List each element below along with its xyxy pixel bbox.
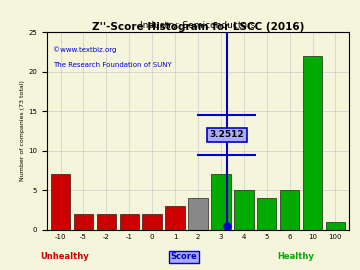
Text: The Research Foundation of SUNY: The Research Foundation of SUNY xyxy=(53,62,172,68)
Bar xyxy=(257,198,276,230)
Bar xyxy=(303,56,322,230)
Bar xyxy=(234,190,253,230)
Bar xyxy=(188,198,208,230)
Bar xyxy=(165,206,185,230)
Title: Z''-Score Histogram for LSCC (2016): Z''-Score Histogram for LSCC (2016) xyxy=(92,22,304,32)
Bar xyxy=(74,214,93,230)
Bar xyxy=(280,190,300,230)
Text: 3.2512: 3.2512 xyxy=(209,130,244,139)
Bar xyxy=(96,214,116,230)
Bar xyxy=(120,214,139,230)
Text: ©www.textbiz.org: ©www.textbiz.org xyxy=(53,46,116,53)
Y-axis label: Number of companies (73 total): Number of companies (73 total) xyxy=(20,80,25,181)
Bar xyxy=(51,174,70,230)
Text: Unhealthy: Unhealthy xyxy=(40,252,89,261)
Bar xyxy=(211,174,231,230)
Text: Healthy: Healthy xyxy=(277,252,314,261)
Bar xyxy=(326,222,345,230)
Text: Score: Score xyxy=(170,252,197,261)
Text: Industry: Semiconductors: Industry: Semiconductors xyxy=(140,21,256,31)
Bar xyxy=(143,214,162,230)
